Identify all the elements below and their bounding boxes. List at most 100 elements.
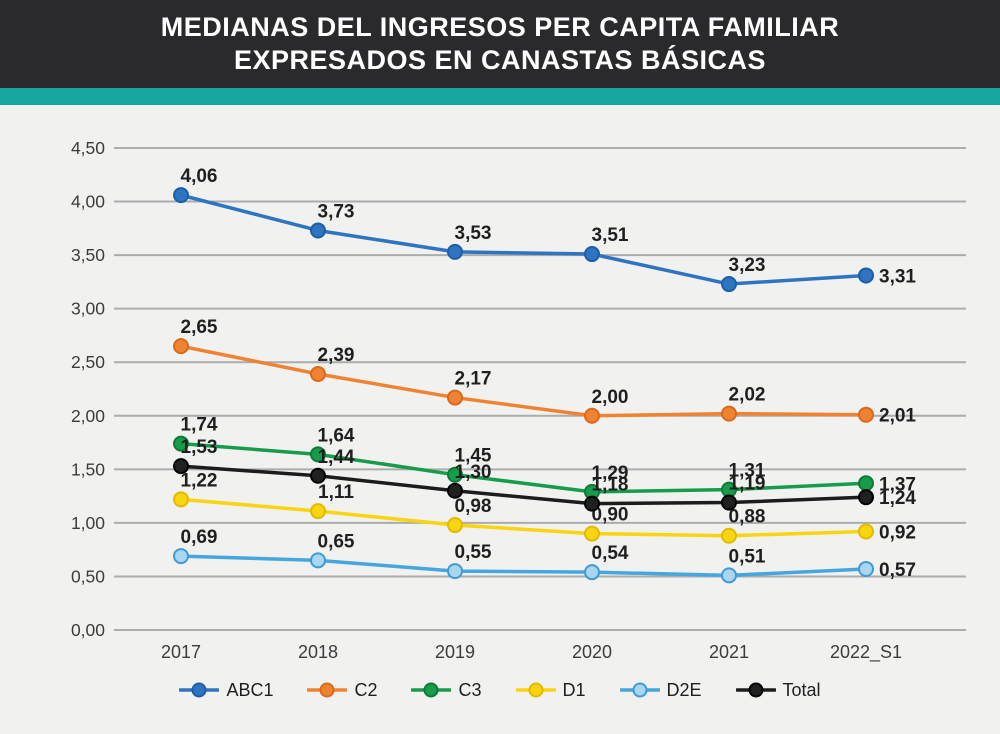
data-point-d1-2022_S1	[858, 523, 874, 540]
svg-text:3,31: 3,31	[879, 266, 916, 287]
data-point-total-2020	[584, 495, 600, 512]
svg-text:2,01: 2,01	[879, 406, 916, 427]
legend-label: C2	[354, 679, 378, 700]
legend-label: C3	[458, 679, 482, 700]
svg-text:0,55: 0,55	[455, 542, 492, 563]
svg-text:2,50: 2,50	[71, 352, 105, 372]
svg-text:1,37: 1,37	[879, 474, 916, 495]
svg-text:1,50: 1,50	[71, 459, 105, 479]
svg-text:1,53: 1,53	[181, 437, 218, 458]
series-c3: 1,74 1,64 1,45 1,29 1,31 1,37	[173, 415, 916, 500]
svg-text:2020: 2020	[572, 642, 612, 662]
data-point-c3-2019	[447, 466, 463, 483]
legend-item-total: Total	[735, 680, 821, 701]
data-point-d1-2021	[721, 527, 737, 544]
data-labels-abc1: 4,06 3,73 3,53 3,51 3,23 3,31	[181, 166, 917, 287]
data-point-d2e-2017	[173, 548, 189, 565]
data-point-total-2021	[721, 494, 737, 511]
accent-stripe	[0, 88, 1000, 105]
svg-text:2021: 2021	[709, 642, 749, 662]
svg-text:1,29: 1,29	[592, 463, 629, 484]
series-d2e: 0,69 0,65 0,55 0,54 0,51 0,57	[173, 527, 916, 584]
svg-text:1,45: 1,45	[455, 446, 492, 467]
data-point-total-2019	[447, 482, 463, 499]
svg-text:3,00: 3,00	[71, 299, 105, 319]
svg-text:0,00: 0,00	[71, 620, 105, 640]
legend-marker-c2-icon	[307, 682, 348, 698]
svg-text:0,50: 0,50	[71, 566, 105, 586]
legend-marker-d1-icon	[515, 682, 556, 698]
data-point-c2-2018	[310, 366, 326, 383]
svg-text:0,65: 0,65	[318, 531, 355, 552]
chart-svg: 4,50 4,00 3,50 3,00 2,50 2,00 1,50 1,00 0,50 0,00…	[71, 138, 966, 663]
data-point-d2e-2018	[310, 552, 326, 569]
chart-title-line-2: EXPRESADOS EN CANASTAS BÁSICAS	[233, 45, 767, 75]
series-abc1: 4,06 3,73 3,53 3,51 3,23 3,31	[173, 166, 917, 293]
svg-text:1,24: 1,24	[879, 488, 916, 509]
svg-text:1,44: 1,44	[318, 447, 355, 468]
svg-text:4,00: 4,00	[71, 192, 105, 212]
x-axis-tick-labels: 2017 2018 2019 2020 2021 2022_S1	[161, 642, 902, 663]
data-point-total-2022_S1	[858, 489, 874, 506]
svg-text:1,74: 1,74	[181, 415, 218, 436]
svg-text:2,65: 2,65	[181, 317, 218, 338]
data-point-d2e-2021	[721, 567, 737, 584]
data-labels-d2e: 0,69 0,65 0,55 0,54 0,51 0,57	[181, 527, 916, 581]
data-labels-total: 1,53 1,44 1,30 1,18 1,19 1,24	[181, 437, 917, 509]
svg-text:1,19: 1,19	[729, 474, 766, 495]
data-point-c2-2017	[173, 338, 189, 355]
legend-marker-d2e-icon	[619, 682, 660, 698]
svg-text:1,22: 1,22	[181, 470, 218, 491]
svg-text:3,50: 3,50	[71, 245, 105, 265]
svg-text:2017: 2017	[161, 642, 201, 662]
data-point-c2-2019	[447, 389, 463, 406]
data-point-d2e-2020	[584, 564, 600, 581]
title-banner: MEDIANAS DEL INGRESOS PER CAPITA FAMILIA…	[0, 0, 1000, 88]
svg-text:1,30: 1,30	[455, 462, 492, 483]
svg-text:0,57: 0,57	[879, 560, 916, 581]
svg-text:2019: 2019	[435, 642, 475, 662]
data-point-d2e-2019	[447, 563, 463, 580]
svg-text:2,17: 2,17	[455, 369, 492, 390]
svg-text:0,90: 0,90	[592, 505, 629, 526]
svg-text:2,39: 2,39	[318, 345, 355, 366]
data-point-c3-2017	[173, 435, 189, 452]
legend-label: ABC1	[226, 679, 274, 700]
svg-text:0,92: 0,92	[879, 522, 916, 543]
chart-area: 4,50 4,00 3,50 3,00 2,50 2,00 1,50 1,00 0,50 0,00…	[0, 105, 1000, 665]
svg-text:2022_S1: 2022_S1	[830, 642, 902, 663]
svg-text:0,98: 0,98	[455, 496, 492, 517]
chart-title-line-1: MEDIANAS DEL INGRESOS PER CAPITA FAMILIA…	[160, 12, 840, 42]
legend-item-c2: C2	[307, 680, 377, 701]
data-point-c3-2018	[310, 446, 326, 463]
svg-text:2,02: 2,02	[729, 385, 766, 406]
svg-text:4,50: 4,50	[71, 138, 105, 158]
data-point-c2-2021	[721, 405, 737, 422]
svg-text:1,64: 1,64	[318, 425, 355, 446]
svg-text:1,18: 1,18	[592, 475, 629, 496]
series-c2: 2,65 2,39 2,17 2,00 2,02 2,01	[173, 317, 916, 427]
data-point-d1-2017	[173, 491, 189, 508]
data-point-d1-2018	[310, 503, 326, 520]
svg-text:3,51: 3,51	[592, 225, 629, 246]
legend: ABC1 C2 C3 D1 D2E Total	[0, 665, 1000, 715]
legend-item-d1: D1	[515, 679, 586, 701]
legend-marker-abc1-icon	[179, 682, 220, 698]
svg-text:3,53: 3,53	[455, 223, 492, 244]
svg-text:3,23: 3,23	[729, 255, 766, 276]
legend-item-abc1: ABC1	[179, 680, 273, 701]
legend-item-c3: C3	[411, 679, 482, 701]
data-point-d1-2020	[584, 525, 600, 542]
svg-text:1,11: 1,11	[318, 482, 354, 503]
data-point-abc1-2017	[173, 187, 189, 204]
data-point-total-2017	[173, 458, 189, 475]
data-point-c3-2022_S1	[858, 475, 874, 492]
data-point-abc1-2019	[447, 243, 463, 260]
svg-text:0,54: 0,54	[592, 543, 629, 564]
svg-text:4,06: 4,06	[181, 166, 218, 187]
legend-label: D1	[562, 679, 586, 700]
data-point-d2e-2022_S1	[858, 560, 874, 577]
svg-text:1,00: 1,00	[71, 513, 105, 533]
series-total: 1,53 1,44 1,30 1,18 1,19 1,24	[173, 437, 917, 512]
